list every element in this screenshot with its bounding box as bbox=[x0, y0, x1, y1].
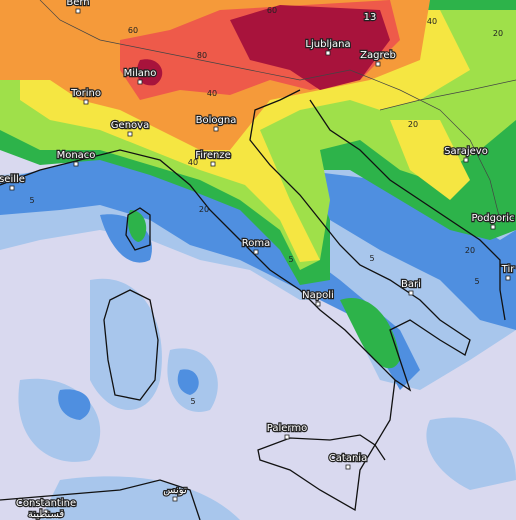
city-label: Palermo bbox=[267, 423, 307, 434]
city-marker bbox=[345, 464, 351, 470]
city-label: Firenze bbox=[195, 150, 231, 161]
city-label: Podgoric bbox=[472, 213, 515, 224]
city-label: Napoli bbox=[302, 290, 334, 301]
contour-label: 20 bbox=[199, 205, 209, 214]
city-label: Constantine bbox=[16, 498, 76, 509]
city-label: Bologna bbox=[196, 115, 237, 126]
city-marker bbox=[284, 434, 290, 440]
city-label: Sarajevo bbox=[444, 146, 488, 157]
contour-label: 20 bbox=[465, 246, 475, 255]
city-marker bbox=[127, 131, 133, 137]
city-label: Bern bbox=[66, 0, 89, 8]
contour-label: 5 bbox=[29, 196, 34, 205]
contour-label: 20 bbox=[493, 29, 503, 38]
contour-label: 5 bbox=[288, 255, 293, 264]
city-marker bbox=[325, 50, 331, 56]
city-label: تونس bbox=[163, 485, 187, 496]
contour-label: 20 bbox=[408, 120, 418, 129]
city-label: seille bbox=[0, 174, 25, 185]
contour-label: 5 bbox=[190, 397, 195, 406]
contour-label: 5 bbox=[369, 254, 374, 263]
contour-label: 80 bbox=[197, 51, 207, 60]
contour-label: 60 bbox=[128, 26, 138, 35]
dark-red-field bbox=[136, 5, 390, 90]
city-marker bbox=[315, 301, 321, 307]
contour-label: 40 bbox=[207, 89, 217, 98]
contour-label: 5 bbox=[474, 277, 479, 286]
city-marker bbox=[253, 249, 259, 255]
city-label: Zagreb bbox=[360, 50, 396, 61]
city-label: Ljubljana bbox=[305, 39, 350, 50]
city-label: Catania bbox=[329, 453, 367, 464]
city-marker bbox=[463, 157, 469, 163]
city-marker bbox=[137, 79, 143, 85]
city-marker bbox=[9, 185, 15, 191]
contour-label: 13 bbox=[364, 12, 377, 23]
city-marker bbox=[375, 61, 381, 67]
city-marker bbox=[75, 8, 81, 14]
city-marker bbox=[210, 161, 216, 167]
city-label: Torino bbox=[70, 88, 101, 99]
city-marker bbox=[73, 161, 79, 167]
city-marker bbox=[490, 224, 496, 230]
city-label: قسنطينة bbox=[28, 509, 65, 520]
city-marker bbox=[83, 99, 89, 105]
city-marker bbox=[408, 290, 414, 296]
city-label: Milano bbox=[124, 68, 157, 79]
city-label: Monaco bbox=[57, 150, 96, 161]
city-marker bbox=[172, 496, 178, 502]
city-marker bbox=[213, 126, 219, 132]
city-label: Genova bbox=[111, 120, 149, 131]
contour-label: 40 bbox=[188, 158, 198, 167]
contour-label: 40 bbox=[427, 17, 437, 26]
city-label: Tir bbox=[501, 264, 516, 275]
city-marker bbox=[43, 509, 49, 515]
city-marker bbox=[505, 275, 511, 281]
city-label: Roma bbox=[242, 238, 271, 249]
contour-label: 60 bbox=[267, 6, 277, 15]
city-label: Bari bbox=[401, 279, 421, 290]
